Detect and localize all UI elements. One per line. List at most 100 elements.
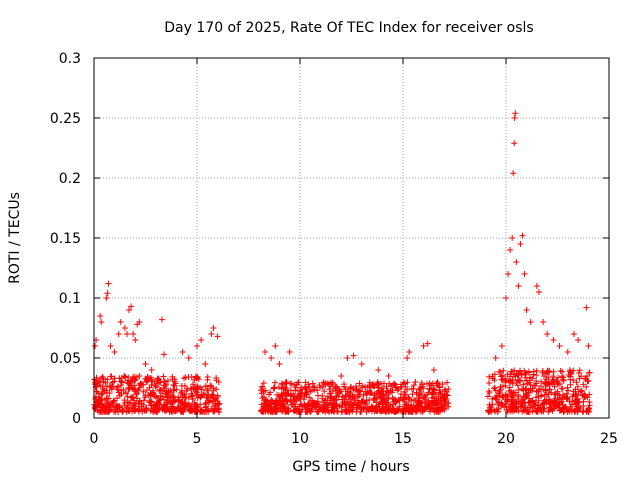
data-point [426,386,433,393]
data-point [331,395,338,402]
data-point [282,396,289,403]
data-point [260,380,267,387]
data-point [533,367,540,374]
data-point [163,388,170,395]
data-point [103,401,110,408]
y-tick-labels: 0 0.05 0.1 0.15 0.2 0.25 0.3 [50,51,81,427]
data-point [368,403,375,410]
data-point [178,387,185,394]
data-point [198,337,205,343]
data-point [533,388,540,395]
data-point [378,380,385,387]
x-tick-label: 5 [193,431,202,447]
data-point [380,406,387,413]
data-point [353,401,360,408]
data-point [525,369,532,376]
data-point [191,376,198,383]
data-point [412,405,419,412]
data-point [527,386,534,393]
data-point [491,371,498,378]
data-point [348,404,355,411]
data-point [169,373,176,380]
data-point [215,378,222,385]
data-point [138,381,145,388]
data-point [275,384,282,391]
data-point [195,391,202,398]
y-axis-label: ROTI / TECUs [7,192,23,284]
data-point [517,367,524,374]
data-point [515,283,522,289]
data-point [337,388,344,395]
data-point [215,406,222,413]
data-point [160,384,167,391]
data-point [116,392,123,399]
data-point [536,385,543,392]
data-point [93,381,100,388]
data-point [188,401,195,408]
data-point [358,398,365,405]
data-point [154,394,161,401]
data-point [133,374,140,381]
data-point [533,372,540,379]
data-point [583,408,590,415]
data-point [351,395,358,402]
data-point [105,280,112,287]
data-point [507,403,514,410]
data-point [396,403,403,410]
data-point [530,399,537,406]
data-point [362,388,369,395]
data-point [343,400,350,407]
data-point [148,382,155,389]
data-point [520,393,527,400]
data-point [265,391,272,398]
data-point [109,404,116,411]
data-point [509,380,516,387]
data-point [182,394,189,401]
data-point [396,397,403,404]
data-point [326,386,333,393]
data-point [126,307,133,313]
data-point [121,325,128,331]
data-point [527,398,534,405]
data-point [542,386,549,393]
data-point [492,387,499,394]
data-point [560,377,567,384]
data-point [406,349,413,355]
data-point [103,389,110,396]
data-point [504,407,511,414]
data-point [540,319,547,325]
data-point [132,391,139,398]
data-point [580,407,587,414]
data-point [392,398,399,405]
y-tick-label: 0 [72,411,81,427]
data-point [143,405,150,412]
data-point [567,381,574,388]
data-point [384,399,391,406]
data-point [498,376,505,383]
data-point [271,385,278,392]
data-point [495,405,502,412]
data-point [499,372,506,379]
data-point [538,393,545,400]
data-point [150,387,157,394]
data-point [124,404,131,411]
data-point [495,389,502,396]
data-point [279,403,286,410]
data-point [543,376,550,383]
data-point [319,383,326,390]
data-point [564,384,571,391]
data-point [533,408,540,415]
data-point [305,381,312,388]
data-point [495,399,502,406]
data-point [405,394,412,401]
data-point [210,385,217,392]
data-point [586,369,593,376]
data-point [181,382,188,389]
data-point [559,368,566,375]
data-point [486,373,493,380]
data-point [488,408,495,415]
data-point [327,395,334,402]
data-point [304,400,311,407]
data-point [442,386,449,393]
data-point [354,405,361,412]
